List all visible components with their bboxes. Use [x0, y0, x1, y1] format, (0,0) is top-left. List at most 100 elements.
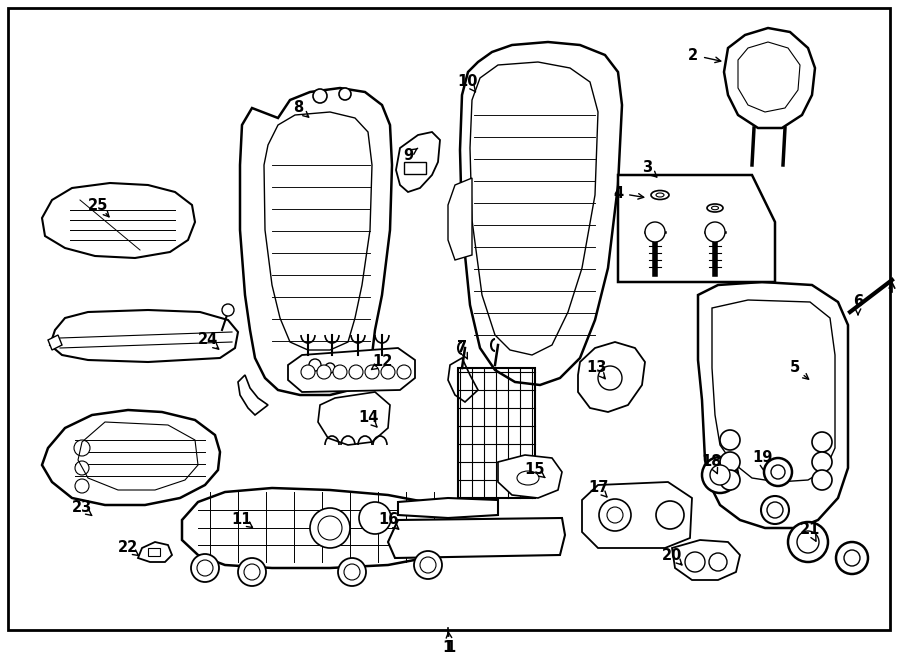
Polygon shape [50, 310, 238, 362]
Circle shape [339, 88, 351, 100]
Circle shape [656, 501, 684, 529]
Polygon shape [712, 300, 835, 482]
Text: 15: 15 [525, 463, 545, 477]
Polygon shape [318, 392, 390, 445]
Circle shape [764, 458, 792, 486]
Text: 17: 17 [588, 481, 608, 495]
Polygon shape [288, 348, 415, 392]
Circle shape [812, 432, 832, 452]
Circle shape [599, 499, 631, 531]
Text: 12: 12 [372, 354, 392, 369]
Circle shape [702, 457, 738, 493]
Circle shape [767, 502, 783, 518]
Circle shape [74, 440, 90, 456]
Text: 2: 2 [688, 48, 698, 62]
Text: 1: 1 [445, 641, 455, 655]
Text: 14: 14 [358, 410, 378, 426]
Text: 11: 11 [232, 512, 252, 528]
Bar [458, 368, 535, 498]
Circle shape [313, 89, 327, 103]
Circle shape [685, 552, 705, 572]
Bar [148, 548, 160, 556]
Text: 8: 8 [292, 101, 303, 115]
Text: 21: 21 [800, 522, 820, 538]
Text: 3: 3 [642, 160, 652, 175]
Polygon shape [582, 482, 692, 548]
Text: 7: 7 [457, 340, 467, 355]
Polygon shape [238, 375, 268, 415]
Text: 19: 19 [752, 451, 772, 465]
Circle shape [709, 553, 727, 571]
Circle shape [420, 557, 436, 573]
Ellipse shape [651, 191, 669, 199]
Ellipse shape [656, 193, 664, 197]
Circle shape [309, 359, 321, 371]
Circle shape [75, 479, 89, 493]
Circle shape [310, 508, 350, 548]
Circle shape [318, 516, 342, 540]
Circle shape [333, 365, 347, 379]
Polygon shape [698, 282, 848, 528]
Circle shape [325, 363, 335, 373]
Ellipse shape [712, 207, 718, 210]
Polygon shape [618, 175, 775, 282]
Polygon shape [672, 540, 740, 580]
Circle shape [197, 560, 213, 576]
Text: 9: 9 [403, 148, 413, 162]
Circle shape [75, 461, 89, 475]
Text: 18: 18 [702, 455, 722, 469]
Polygon shape [388, 518, 565, 558]
Circle shape [720, 452, 740, 472]
Circle shape [645, 222, 665, 242]
Polygon shape [578, 342, 645, 412]
Circle shape [812, 470, 832, 490]
Circle shape [720, 430, 740, 450]
Circle shape [191, 554, 219, 582]
Text: 24: 24 [198, 332, 218, 348]
Ellipse shape [517, 471, 539, 485]
Circle shape [414, 551, 442, 579]
Polygon shape [240, 88, 392, 395]
Text: 10: 10 [458, 75, 478, 89]
Bar [404, 162, 426, 174]
Circle shape [244, 564, 260, 580]
Circle shape [344, 564, 360, 580]
Polygon shape [724, 28, 815, 128]
Polygon shape [448, 178, 472, 260]
Circle shape [397, 365, 411, 379]
Circle shape [349, 365, 363, 379]
Polygon shape [138, 542, 172, 562]
Text: 22: 22 [118, 540, 138, 555]
Polygon shape [42, 410, 220, 505]
Circle shape [720, 470, 740, 490]
Polygon shape [396, 132, 440, 192]
Polygon shape [618, 185, 642, 255]
Text: 4: 4 [613, 185, 623, 201]
Polygon shape [48, 335, 62, 350]
Polygon shape [448, 358, 478, 402]
Circle shape [844, 550, 860, 566]
Polygon shape [398, 498, 498, 518]
Circle shape [836, 542, 868, 574]
Circle shape [222, 304, 234, 316]
Circle shape [381, 365, 395, 379]
Text: 1: 1 [443, 641, 454, 655]
Circle shape [598, 366, 622, 390]
Circle shape [705, 222, 725, 242]
Circle shape [812, 452, 832, 472]
Polygon shape [182, 488, 455, 568]
Circle shape [607, 507, 623, 523]
Circle shape [238, 558, 266, 586]
Text: 25: 25 [88, 197, 108, 213]
Text: 5: 5 [790, 361, 800, 375]
Circle shape [317, 365, 331, 379]
Text: 6: 6 [853, 295, 863, 310]
Circle shape [365, 365, 379, 379]
Text: 20: 20 [662, 547, 682, 563]
Circle shape [359, 502, 391, 534]
Circle shape [771, 465, 785, 479]
Ellipse shape [707, 204, 723, 212]
Circle shape [338, 558, 366, 586]
Text: 16: 16 [378, 512, 398, 528]
Circle shape [761, 496, 789, 524]
